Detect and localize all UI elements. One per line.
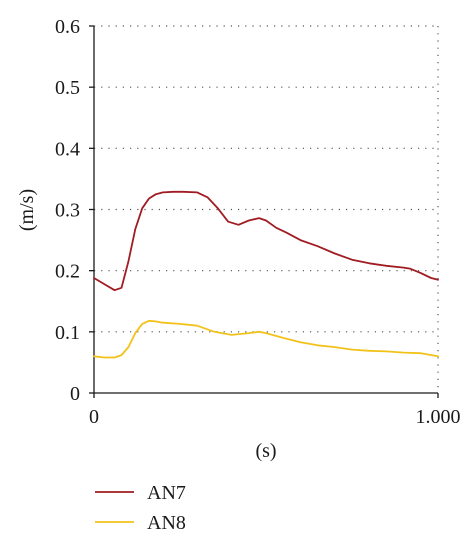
grid-lines [94,86,438,333]
y-tick-labels: 0 0.1 0.2 0.3 0.4 0.5 0.6 [55,16,94,405]
x-tick-label: 1.000 [416,406,461,428]
y-tick-label: 0.2 [55,261,80,283]
x-axis-title: (s) [255,440,276,462]
y-tick-label: 0.3 [55,200,80,222]
series-layer [93,190,439,359]
series-line-an7 [93,190,439,292]
y-axis-title: (m/s) [16,189,38,231]
legend-label-an7: AN7 [147,482,186,504]
x-tick-labels: 0 1.000 [89,393,461,428]
y-tick-label: 0 [70,383,80,405]
y-tick-label: 0.1 [55,322,80,344]
y-tick-label: 0.5 [55,77,80,99]
y-tick-label: 0.4 [55,138,80,160]
x-tick-label: 0 [89,406,99,428]
series-line-an8 [93,319,439,359]
legend-label-an8: AN8 [147,512,186,534]
y-tick-label: 0.6 [55,16,80,38]
